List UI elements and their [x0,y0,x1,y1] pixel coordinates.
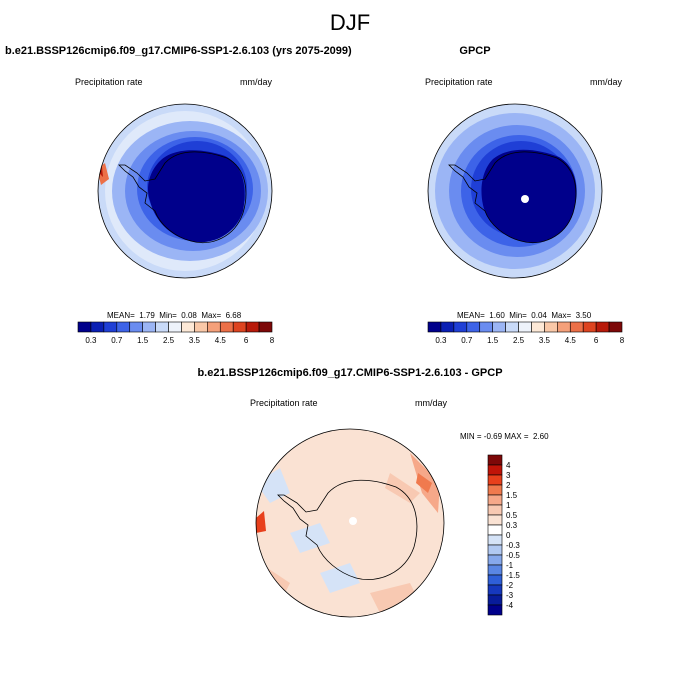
colorbar-tick-label: 0.7 [461,336,473,345]
colorbar-tick-label: -1 [506,561,514,570]
colorbar-tick-label: 2.5 [163,336,175,345]
obs-stats: MEAN= 1.60 Min= 0.04 Max= 3.50 [457,311,592,320]
diff-minmax: MIN = -0.69 MAX = 2.60 [460,432,549,441]
obs-panel-title: GPCP [459,45,491,57]
colorbar-tick-label: 1.5 [137,336,149,345]
colorbar-box [487,514,503,526]
colorbar-box [544,321,558,333]
colorbar-box [608,321,623,333]
colorbar-box [487,574,503,586]
obs-colorbar: 0.3 0.7 1.5 2.5 3.5 4.5 6 8 [427,321,625,345]
colorbar-tick-label: 1.5 [506,491,518,500]
colorbar-box [487,604,503,616]
colorbar-box [155,321,169,333]
diff-panel-title: b.e21.BSSP126cmip6.f09_g17.CMIP6-SSP1-2.… [197,367,503,379]
colorbar-tick-label: 2.5 [513,336,525,345]
colorbar-box [258,321,273,333]
colorbar-box [492,321,506,333]
colorbar-box [168,321,182,333]
colorbar-tick-label: 1 [506,501,511,510]
colorbar-box [487,524,503,536]
colorbar-tick-label: -1.5 [506,571,520,580]
diff-polar-map [255,428,445,618]
model-variable-label: Precipitation rate [75,77,143,87]
colorbar-tick-label: 2 [506,481,511,490]
colorbar-box [487,494,503,506]
colorbar-box [487,464,503,476]
colorbar-box [245,321,260,333]
colorbar-box [77,321,92,333]
colorbar-box [466,321,481,333]
model-polar-map [97,103,273,279]
colorbar-tick-label: -2 [506,581,514,590]
colorbar-box [531,321,545,333]
colorbar-tick-label: 0.7 [111,336,123,345]
colorbar-box [582,321,597,333]
model-panel-title: b.e21.BSSP126cmip6.f09_g17.CMIP6-SSP1-2.… [5,45,352,57]
colorbar-tick-label: 0.3 [85,336,97,345]
colorbar-box [142,321,156,333]
colorbar-tick-label: -0.5 [506,551,520,560]
colorbar-box [487,484,503,496]
colorbar-box [116,321,131,333]
colorbar-tick-label: -0.3 [506,541,520,550]
colorbar-box [595,321,610,333]
colorbar-tick-label: 0.3 [506,521,518,530]
colorbar-tick-label: 4.5 [565,336,577,345]
colorbar-tick-label: 0.3 [435,336,447,345]
colorbar-tick-label: -3 [506,591,514,600]
colorbar-tick-label: 8 [620,336,625,345]
colorbar-box [557,321,571,333]
colorbar-box [487,504,503,516]
colorbar-box [427,321,442,333]
colorbar-tick-label: 3 [506,471,511,480]
colorbar-tick-label: 3.5 [189,336,201,345]
model-colorbar: 0.3 0.7 1.5 2.5 3.5 4.5 6 8 [77,321,275,345]
colorbar-box [487,554,503,566]
colorbar-box [479,321,493,333]
colorbar-box [219,321,234,333]
colorbar-box [487,564,503,576]
obs-units-label: mm/day [590,77,623,87]
colorbar-box [453,321,468,333]
obs-variable-label: Precipitation rate [425,77,493,87]
colorbar-tick-label: 3.5 [539,336,551,345]
colorbar-tick-label: -4 [506,601,514,610]
colorbar-tick-label: 1.5 [487,336,499,345]
antarctica-coastline [118,151,247,244]
colorbar-box [487,454,503,466]
antarctica-coastline [448,151,577,244]
colorbar-box [232,321,247,333]
colorbar-box [505,321,519,333]
colorbar-tick-label: 6 [244,336,249,345]
colorbar-box [487,544,503,556]
colorbar-box [487,594,503,606]
colorbar-box [569,321,584,333]
model-stats: MEAN= 1.79 Min= 0.08 Max= 6.68 [107,311,242,320]
colorbar-box [103,321,118,333]
colorbar-box [518,321,532,333]
colorbar-tick-label: 4.5 [215,336,227,345]
diff-variable-label: Precipitation rate [250,398,318,408]
colorbar-box [207,321,221,333]
figure-season-title: DJF [329,10,371,35]
colorbar-box [487,474,503,486]
colorbar-box [90,321,105,333]
diff-units-label: mm/day [415,398,448,408]
colorbar-tick-label: 6 [594,336,599,345]
colorbar-tick-label: 0 [506,531,511,540]
colorbar-box [194,321,208,333]
obs-polar-map [427,103,603,279]
colorbar-box [181,321,195,333]
colorbar-box [487,584,503,596]
colorbar-box [440,321,455,333]
colorbar-box [129,321,143,333]
antarctica-coastline [277,479,418,580]
colorbar-box [487,534,503,546]
colorbar-tick-label: 0.5 [506,511,518,520]
model-units-label: mm/day [240,77,273,87]
colorbar-tick-label: 8 [270,336,275,345]
colorbar-tick-label: 4 [506,461,511,470]
